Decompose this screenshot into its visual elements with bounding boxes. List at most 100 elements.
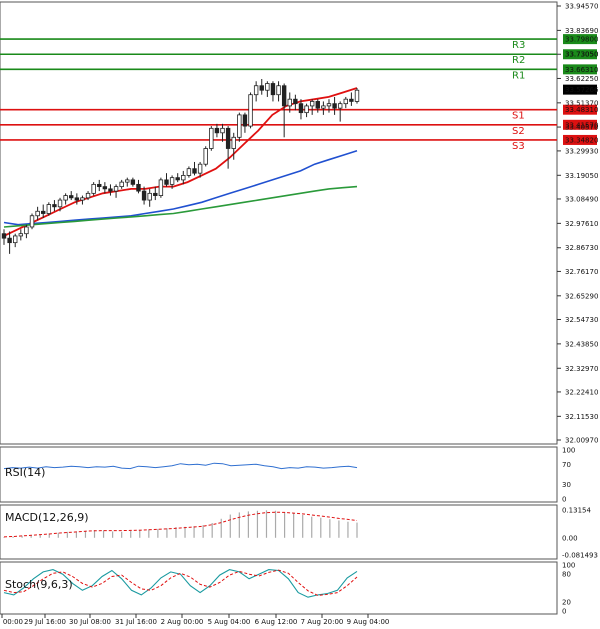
level-tag-value: 33.66310	[565, 66, 598, 74]
level-tag-value: 33.41570	[565, 121, 598, 129]
candle-body	[343, 98, 348, 105]
macd-panel-title: MACD(12,26,9)	[5, 511, 89, 524]
level-label-r2: R2	[512, 55, 525, 66]
x-tick-label: 7 Aug 20:00	[301, 618, 344, 626]
moving-average-line	[3, 185, 358, 228]
rsi-tick-label: 30	[562, 481, 571, 489]
candle-body	[7, 237, 12, 244]
candle-body	[332, 103, 337, 109]
y-tick-label: 32.97610	[565, 220, 598, 228]
macd-tick-label: 0.00	[562, 534, 578, 542]
candle-body	[141, 190, 147, 201]
rsi-panel-frame	[0, 446, 558, 503]
stoch-panel-title: Stoch(9,6,3)	[5, 578, 73, 591]
candle-body	[80, 197, 85, 201]
candle-body	[248, 94, 253, 127]
candle-body	[259, 85, 264, 91]
stoch-tick-label: 0	[562, 608, 566, 616]
candle-body	[147, 192, 152, 201]
candle-body	[209, 127, 214, 149]
candle-body	[57, 199, 63, 208]
candle-body	[315, 101, 320, 109]
level-tag-r1	[563, 64, 597, 75]
moving-average-line	[3, 149, 358, 226]
y-tick-label: 32.86730	[565, 244, 598, 252]
candle-body	[203, 148, 208, 165]
rsi-tick-label: 0	[562, 496, 566, 504]
candle-body	[63, 195, 68, 201]
candle-body	[24, 226, 29, 235]
candle-body	[214, 127, 220, 134]
level-label-r3: R3	[512, 40, 525, 51]
candle-body	[281, 85, 287, 107]
candle-body	[175, 177, 180, 181]
candle-body	[136, 183, 141, 192]
candle-body	[41, 210, 46, 214]
candle-body	[13, 235, 18, 244]
x-tick-label: 29 Jul 16:00	[24, 618, 66, 626]
level-label-s3: S3	[512, 141, 525, 152]
candle-body	[18, 233, 24, 237]
y-tick-label: 33.73050	[565, 51, 598, 59]
rsi-line	[3, 462, 358, 470]
candle-body	[74, 197, 80, 201]
y-tick-label: 32.43850	[565, 340, 598, 348]
level-label-r1: R1	[512, 70, 525, 81]
candle-body	[242, 114, 248, 127]
candle-body	[237, 114, 242, 138]
candle-body	[164, 179, 169, 185]
candle-body	[69, 195, 74, 199]
candle-body	[225, 127, 231, 149]
level-tag-s3	[563, 134, 597, 145]
y-tick-label: 33.29930	[565, 147, 598, 155]
y-tick-label: 32.32970	[565, 365, 598, 373]
candle-body	[253, 85, 259, 96]
x-tick-label: 30 Jul 08:00	[69, 618, 111, 626]
macd-panel-frame	[0, 504, 558, 560]
candle-body	[192, 168, 197, 174]
x-tick-label: 31 Jul 16:00	[115, 618, 157, 626]
level-tag-value: 33.79800	[565, 36, 598, 44]
candle-body	[354, 89, 360, 102]
candle-body	[169, 177, 175, 185]
candle-body	[46, 204, 52, 214]
candle-body	[153, 192, 158, 196]
x-tick-label: 6 Aug 12:00	[255, 618, 298, 626]
main-chart-frame	[0, 1, 558, 445]
level-tag-value: 33.73050	[565, 51, 598, 59]
stoch-main-line	[3, 569, 358, 598]
x-tick-label: 29 Jul 00:00	[0, 618, 23, 626]
y-tick-label: 33.19050	[565, 172, 598, 180]
level-tag-value: 33.48310	[565, 106, 598, 114]
y-tick-label: 33.08490	[565, 195, 598, 203]
rsi-tick-label: 70	[562, 461, 571, 469]
level-label-s1: S1	[512, 111, 525, 122]
candle-body	[130, 179, 136, 185]
rsi-tick-label: 100	[562, 447, 575, 455]
y-tick-label: 33.51370	[565, 99, 598, 107]
level-tag-s1	[563, 104, 597, 115]
candle-body	[337, 103, 343, 109]
y-tick-label: 32.54730	[565, 316, 598, 324]
candle-body	[321, 105, 326, 109]
y-tick-label: 32.22410	[565, 388, 598, 396]
y-tick-label: 32.00970	[565, 437, 598, 445]
candle-body	[85, 192, 91, 199]
candle-body	[220, 127, 225, 134]
candle-body	[102, 186, 108, 190]
level-tag-r2	[563, 49, 597, 60]
candle-body	[304, 105, 309, 114]
level-label-s2: S2	[512, 126, 525, 137]
candle-body	[181, 175, 186, 181]
candle-body	[91, 183, 96, 194]
candle-body	[298, 103, 304, 114]
candle-body	[270, 83, 276, 96]
candle-body	[35, 210, 40, 217]
last-price-value: 33.57266	[565, 86, 599, 94]
candle-body	[125, 179, 130, 183]
y-tick-label: 33.94570	[565, 3, 598, 11]
candle-body	[186, 168, 192, 176]
macd-signal-line	[3, 511, 358, 538]
macd-tick-label: 0.13154	[562, 507, 591, 515]
